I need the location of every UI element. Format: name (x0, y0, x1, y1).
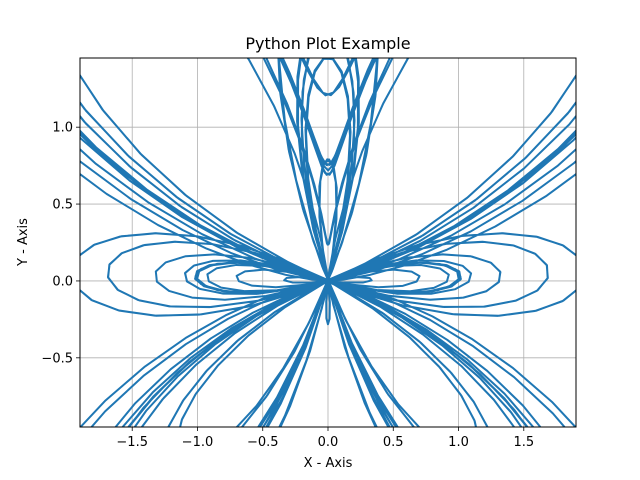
x-tick-label: 0.5 (383, 435, 404, 450)
x-axis-label: X - Axis (304, 456, 353, 471)
chart-title: Python Plot Example (245, 34, 410, 53)
x-tick-label: −1.5 (116, 435, 148, 450)
y-tick-label: 0.0 (52, 274, 73, 289)
y-tick-label: 0.5 (52, 198, 73, 213)
x-axis-ticks: −1.5 −1.0 −0.5 0.0 0.5 1.0 1.5 (116, 427, 534, 450)
y-tick-label: 1.0 (52, 121, 73, 136)
x-tick-label: −0.5 (247, 435, 279, 450)
x-tick-label: 1.0 (448, 435, 469, 450)
y-tick-label: −0.5 (41, 351, 73, 366)
x-tick-label: 0.0 (318, 435, 339, 450)
y-axis-label: Y - Axis (16, 218, 31, 267)
y-axis-ticks: −0.5 0.0 0.5 1.0 (41, 121, 80, 366)
x-tick-label: −1.0 (182, 435, 214, 450)
x-tick-label: 1.5 (513, 435, 534, 450)
